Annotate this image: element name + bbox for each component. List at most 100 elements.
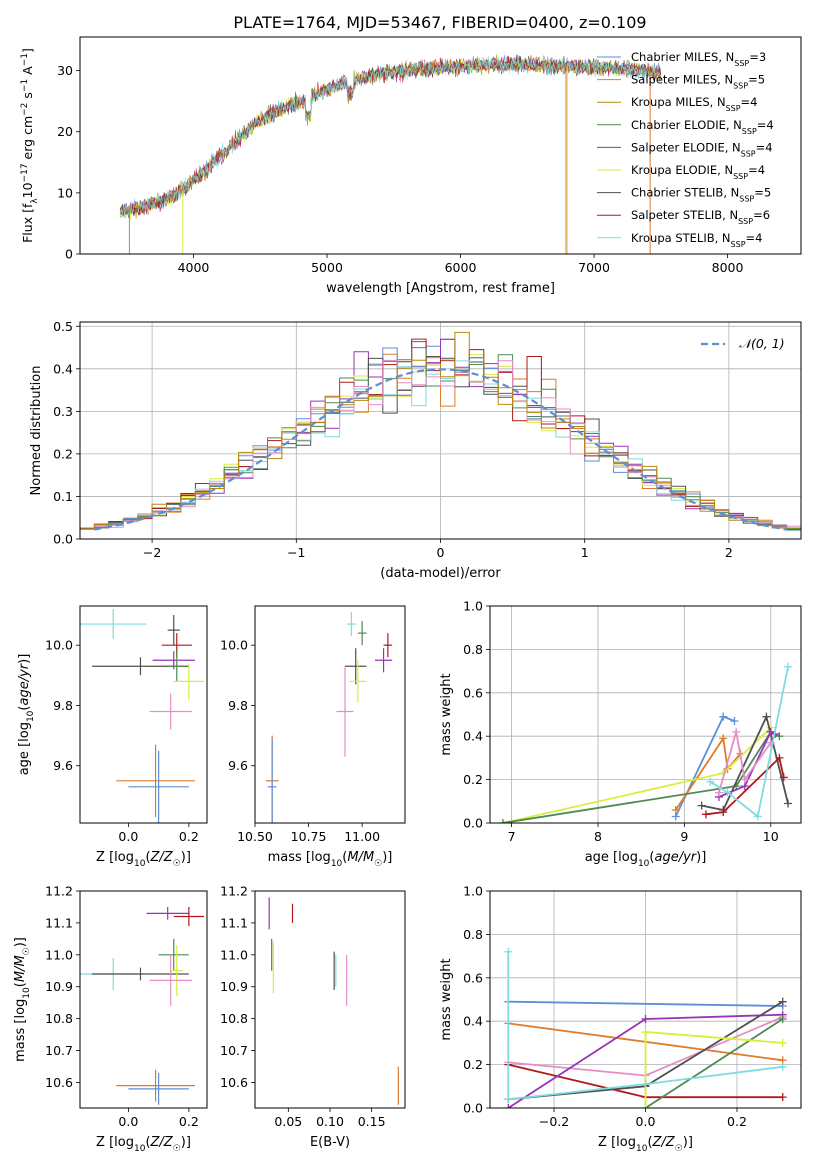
weight-line	[508, 1000, 783, 1007]
y-tick-label: 0.6	[463, 970, 483, 985]
axes-frame	[489, 890, 802, 1109]
y-tick-label: 0.6	[463, 685, 483, 700]
legend-label: Chabrier ELODIE, NSSP=4	[631, 118, 774, 136]
legend-label-main: Salpeter MILES, N	[631, 73, 733, 87]
legend-label-sub: SSP	[734, 59, 749, 68]
y-axis-label: Normed distribution	[29, 366, 44, 496]
legend-label-end: =4	[756, 140, 773, 154]
axes-frame	[79, 321, 802, 540]
weight-marker	[740, 775, 749, 784]
x-tick-label: 7	[508, 829, 516, 844]
weight-marker	[778, 997, 787, 1006]
y-tick-label: 20	[57, 124, 73, 139]
spectrum-line	[119, 54, 662, 217]
y-tick-label: 0.2	[463, 1057, 483, 1072]
y-tick-label: 9.8	[53, 698, 73, 713]
weight-marker	[641, 1028, 650, 1037]
legend-label: Kroupa MILES, NSSP=4	[631, 95, 757, 113]
x-tick-label: 1	[581, 545, 589, 560]
legend-label-sub: SSP	[739, 194, 754, 203]
x-tick-label: 10.50	[237, 829, 273, 844]
spectrum-line	[119, 54, 662, 219]
weight-marker	[723, 788, 732, 797]
y-tick-label: 11.1	[45, 915, 73, 930]
y-tick-label: 11.2	[220, 884, 248, 899]
legend-label-sub: SSP	[733, 172, 748, 181]
y-tick-label: 0.4	[463, 729, 483, 744]
weight-marker	[762, 712, 771, 721]
x-axis-label: Z [log10(Z/Z☉)]	[96, 850, 191, 869]
weight-marker	[779, 773, 788, 782]
y-tick-label: 0.8	[463, 642, 483, 657]
legend-label: Kroupa ELODIE, NSSP=4	[631, 163, 765, 181]
x-tick-label: 0.2	[179, 829, 199, 844]
weight-marker	[753, 812, 762, 821]
y-tick-label: 0.1	[53, 489, 73, 504]
y-tick-label: 10.9	[220, 979, 248, 994]
weight-marker	[778, 1015, 787, 1024]
weight-line	[718, 730, 776, 798]
x-axis-label: Z [log10(Z/Z☉)]	[598, 1135, 693, 1154]
x-tick-label: 4000	[178, 260, 210, 275]
y-tick-label: 9.8	[228, 698, 248, 713]
axes-frame	[489, 605, 802, 824]
y-tick-label: 10.8	[220, 1011, 248, 1026]
x-tick-label: 5000	[311, 260, 343, 275]
weight-marker	[766, 727, 775, 736]
legend-label: Kroupa STELIB, NSSP=4	[631, 231, 762, 249]
x-axis-label: mass [log10(M/M☉)]	[268, 850, 393, 869]
y-tick-label: 0.4	[463, 1014, 483, 1029]
axes-frame	[79, 890, 208, 1109]
x-tick-label: 9	[680, 829, 688, 844]
spectrum-line	[119, 56, 662, 217]
x-axis-label: E(B-V)	[310, 1135, 350, 1150]
y-tick-label: 30	[57, 63, 73, 78]
legend-label: Chabrier STELIB, NSSP=5	[631, 186, 771, 204]
weight-marker	[697, 801, 706, 810]
normal-curve	[94, 368, 787, 531]
histogram-series	[80, 356, 801, 530]
weight-marker	[719, 712, 728, 721]
x-tick-label: 8	[594, 829, 602, 844]
legend-label: 𝒩(0, 1)	[739, 336, 785, 351]
weight-marker	[775, 753, 784, 762]
y-tick-label: 0.3	[53, 404, 73, 419]
weight-marker	[504, 947, 513, 956]
spectrum-line	[119, 55, 662, 219]
x-axis-label: age [log10(age/yr)]	[585, 850, 707, 869]
y-tick-label: 10.6	[45, 1075, 73, 1090]
legend-label: Chabrier MILES, NSSP=3	[631, 50, 766, 68]
x-tick-label: 7000	[578, 260, 610, 275]
weight-line	[718, 731, 772, 793]
weight-line	[645, 1018, 784, 1108]
weight-marker	[775, 732, 784, 741]
mass-vs-metallicity-panel: 0.0 0.2 10.6 10.7 10.8 10.9 11.0 11.1 11.2 Z [log…	[13, 884, 208, 1154]
weight-marker	[784, 662, 793, 671]
weight-marker	[504, 1104, 513, 1108]
x-tick-label: 10	[763, 829, 779, 844]
legend-label-sub: SSP	[741, 149, 756, 158]
axes-frame	[254, 605, 406, 824]
weight-line	[507, 951, 783, 1101]
legend-label-end: =5	[754, 186, 771, 200]
axes-frame	[79, 36, 802, 255]
weight-marker	[784, 799, 793, 808]
weight-marker	[778, 1062, 787, 1071]
spectrum-line	[119, 55, 662, 218]
legend-label-sub: SSP	[733, 81, 748, 90]
y-tick-label: 9.6	[53, 758, 73, 773]
weight-marker	[641, 1015, 650, 1024]
weight-marker	[778, 1093, 787, 1102]
legend-label: Salpeter STELIB, NSSP=6	[631, 208, 770, 226]
y-axis-label: mass [log10(M/M☉)]	[13, 937, 32, 1062]
y-tick-label: 0.2	[463, 772, 483, 787]
legend-label-end: =4	[746, 231, 763, 245]
x-tick-label: 2	[725, 545, 733, 560]
figure-title: PLATE=1764, MJD=53467, FIBERID=0400, z=0…	[233, 13, 646, 32]
x-axis-label: Z [log10(Z/Z☉)]	[96, 1135, 191, 1154]
y-axis-label: mass weight	[439, 958, 454, 1040]
x-tick-label: 0.0	[118, 1114, 138, 1129]
legend-label-end: =6	[753, 208, 770, 222]
x-tick-label: −1	[287, 545, 305, 560]
